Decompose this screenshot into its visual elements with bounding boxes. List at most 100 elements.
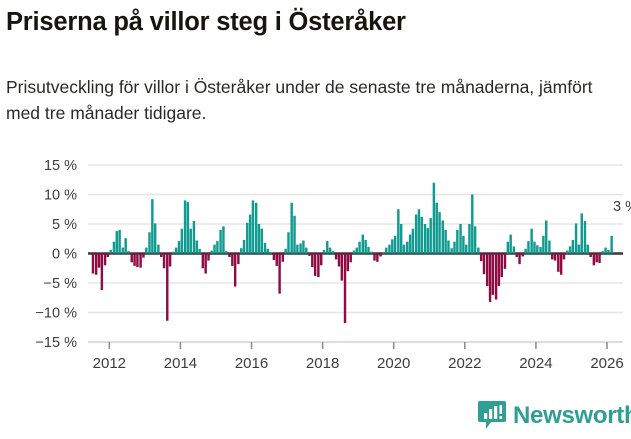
bar <box>373 253 376 261</box>
bar <box>379 253 382 257</box>
bar <box>186 202 190 254</box>
y-axis-tick-label: 10 % <box>44 188 77 204</box>
bar <box>148 232 151 254</box>
bar <box>127 251 130 254</box>
bar <box>530 228 533 254</box>
bar <box>183 200 187 254</box>
bar <box>106 253 110 258</box>
bar <box>275 253 278 266</box>
last-value-annotation: 3 % <box>613 199 631 215</box>
y-axis-tick-label: −15 % <box>35 335 77 351</box>
bar <box>491 253 495 295</box>
bar <box>488 253 492 302</box>
bar <box>100 253 104 291</box>
bar <box>248 214 252 254</box>
newsworthy-logo: Newsworthy <box>478 400 631 432</box>
bar <box>204 253 207 274</box>
bar <box>441 220 444 254</box>
bar <box>521 253 524 257</box>
bar <box>222 226 225 254</box>
bar <box>580 213 583 254</box>
y-axis-tick-label: −10 % <box>35 306 77 322</box>
bar <box>388 244 391 254</box>
bar <box>473 226 477 254</box>
x-axis-tick-label: 2016 <box>235 355 268 372</box>
bar <box>334 253 338 260</box>
logo-wordmark: Newsworthy <box>513 402 631 429</box>
bar <box>586 244 590 254</box>
bar <box>269 252 272 254</box>
bar <box>542 235 545 254</box>
bar <box>251 200 255 254</box>
bar <box>462 235 465 254</box>
bar <box>103 253 107 266</box>
bar <box>601 251 604 254</box>
bar <box>322 249 326 254</box>
bar <box>233 253 237 287</box>
bar <box>533 241 536 254</box>
bar <box>296 244 299 254</box>
x-axis-tick-label: 2022 <box>448 355 481 372</box>
bar <box>302 240 305 254</box>
bar <box>207 253 210 261</box>
bar <box>130 253 133 263</box>
bar <box>583 221 587 254</box>
bar <box>157 244 160 254</box>
bar <box>240 248 243 254</box>
bar <box>192 221 196 254</box>
bar <box>198 248 201 254</box>
bar <box>509 234 512 254</box>
bar <box>91 253 95 274</box>
y-axis-tick-label: 5 % <box>52 217 77 233</box>
bar <box>257 224 261 254</box>
bar <box>284 248 287 254</box>
bar <box>471 194 474 254</box>
x-axis-tick-label: 2018 <box>306 355 339 372</box>
bar-chart-speech-bubble-icon <box>478 401 506 429</box>
bar-chart: 15 % 10 % 5 % 0 % −5 % −10 % −15 % 2012 2014 2016… <box>35 158 631 372</box>
bar <box>349 253 352 263</box>
bar <box>385 247 388 254</box>
bar <box>272 253 276 260</box>
bar <box>278 253 281 294</box>
bar <box>305 247 308 254</box>
bar <box>219 229 222 254</box>
bar <box>438 212 441 254</box>
bar <box>477 247 480 254</box>
bar <box>189 228 192 254</box>
bar <box>367 247 370 254</box>
bar <box>553 253 557 261</box>
x-axis-tick-label: 2024 <box>519 355 552 372</box>
bar <box>171 251 175 254</box>
bar <box>482 253 486 275</box>
bar <box>447 240 450 254</box>
bar <box>539 247 542 254</box>
bar <box>242 239 246 254</box>
bar <box>465 244 468 254</box>
bar <box>391 239 394 254</box>
bar <box>397 209 400 254</box>
bar <box>337 253 341 267</box>
bar <box>124 238 127 254</box>
bar <box>417 209 421 254</box>
bar <box>153 223 157 254</box>
bar <box>500 253 503 278</box>
x-axis-tick-label: 2014 <box>164 355 197 372</box>
bar <box>429 218 432 254</box>
bar <box>453 241 456 254</box>
bar <box>166 253 169 321</box>
bar <box>246 222 249 254</box>
bar <box>592 253 596 266</box>
bar <box>604 247 607 254</box>
bar <box>352 250 356 254</box>
bar <box>551 253 554 260</box>
bar <box>115 231 119 254</box>
bar <box>177 241 181 254</box>
y-axis-tick-label: −5 % <box>44 276 78 292</box>
bar <box>562 253 566 260</box>
bar <box>408 234 412 254</box>
bar <box>228 253 231 258</box>
bar <box>133 253 136 266</box>
bar <box>142 253 145 258</box>
bar <box>574 223 578 254</box>
